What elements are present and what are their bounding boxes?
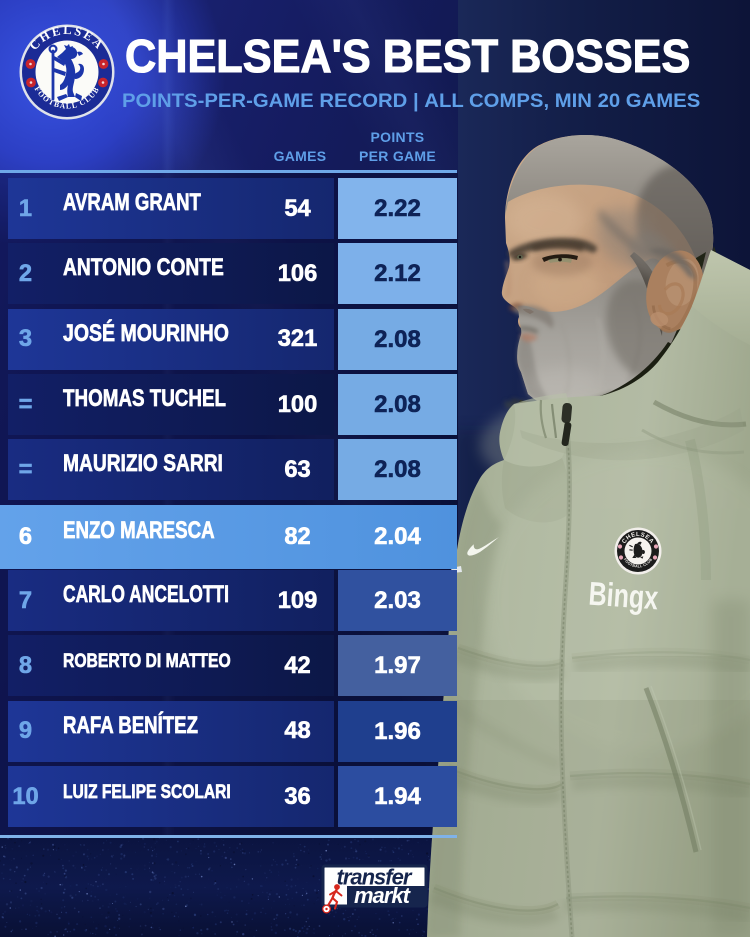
svg-text:markt: markt: [354, 883, 412, 908]
svg-text:transfer: transfer: [337, 865, 413, 890]
svg-text:Bingx: Bingx: [587, 575, 660, 617]
